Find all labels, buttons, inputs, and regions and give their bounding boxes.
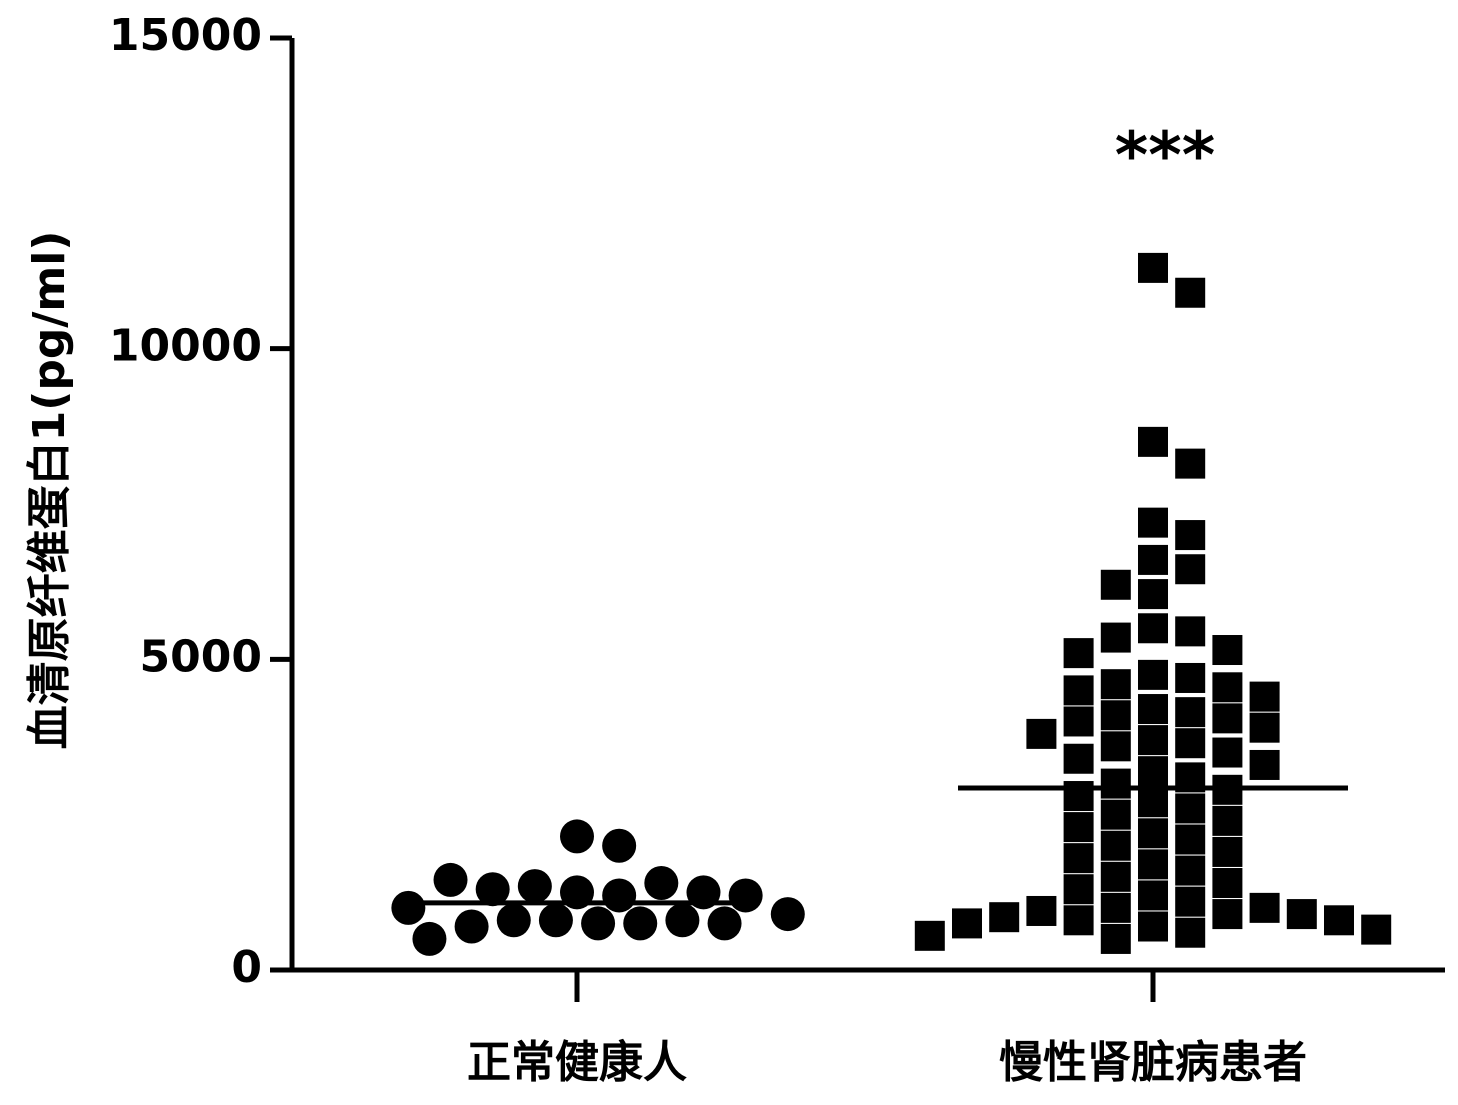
data-point [1100,768,1131,799]
data-point [1138,659,1168,690]
data-point [1063,675,1094,706]
data-point [517,869,552,904]
y-tick-label: 15000 [109,10,262,61]
data-point [728,878,763,913]
data-point [1138,787,1168,818]
data-point [1175,520,1206,551]
data-point [1249,749,1280,780]
data-point [1138,818,1168,849]
data-point [391,890,426,925]
data-point [475,872,510,907]
data-point [770,897,805,932]
data-point [1100,861,1131,892]
data-point [454,909,489,944]
data-point [1138,507,1168,538]
data-point [1175,793,1206,824]
data-point [1175,855,1206,886]
data-point [1249,892,1280,923]
data-point [433,862,468,897]
data-point [1063,706,1094,737]
data-point [623,906,658,941]
data-point [1063,743,1094,774]
data-point [1138,694,1168,725]
data-point [1212,899,1243,930]
data-point [1100,569,1131,600]
data-point [1175,697,1206,728]
data-point [1212,635,1243,666]
data-point [1100,892,1131,923]
y-tick-label: 5000 [140,631,262,682]
data-point [1138,849,1168,880]
data-point [1138,426,1168,457]
data-point [1212,737,1243,768]
data-point [1026,895,1057,926]
data-point [1138,544,1168,575]
data-point [1138,756,1168,787]
data-point [1175,824,1206,855]
data-point [1212,703,1243,734]
x-tick-label: 正常健康人 [467,1037,687,1088]
data-point [1100,669,1131,700]
data-point [1138,613,1168,644]
data-point [1100,731,1131,762]
data-point [1100,799,1131,830]
data-point [560,819,594,854]
data-point [1175,662,1206,693]
data-point [1063,905,1094,936]
data-point [1212,805,1243,836]
data-point [1249,681,1280,712]
data-point [914,920,945,951]
data-point [1100,923,1131,954]
data-point [1138,579,1168,610]
y-tick-label: 0 [231,942,262,993]
data-point [1138,252,1168,283]
data-point [602,828,637,863]
data-point [1100,700,1131,731]
data-point [1175,886,1206,917]
data-point [1063,812,1094,843]
data-point [644,866,679,901]
data-point [989,902,1020,933]
data-point [1063,874,1094,905]
data-point [1175,917,1206,948]
data-point [1212,868,1243,899]
significance-annotation: *** [1115,120,1215,194]
data-point [1026,718,1057,749]
data-point [1212,672,1243,703]
data-point [496,903,531,938]
x-tick-label: 慢性肾脏病患者 [999,1037,1307,1088]
data-point [1138,725,1168,756]
data-point [538,903,573,938]
data-point [412,921,447,956]
data-point [1175,728,1206,759]
data-point [1175,277,1206,308]
data-point [1063,843,1094,874]
data-point [1324,905,1354,936]
data-point [602,878,637,913]
data-point [1100,622,1131,653]
data-point [1138,911,1168,942]
data-point [1100,830,1131,861]
data-point [1063,638,1094,669]
data-point [1361,914,1392,945]
data-point [1138,880,1168,911]
data-point [952,908,982,939]
data-point [707,906,742,941]
data-point [1212,836,1243,867]
data-point [1175,616,1206,647]
data-point [1175,554,1206,585]
data-point [581,906,616,941]
y-axis-title: 血清原纤维蛋白1(pg/ml) [24,231,75,750]
data-point [1249,712,1280,743]
data-point [1175,448,1206,479]
data-point [1286,899,1317,930]
data-point [665,903,700,938]
y-tick-label: 10000 [109,321,262,372]
